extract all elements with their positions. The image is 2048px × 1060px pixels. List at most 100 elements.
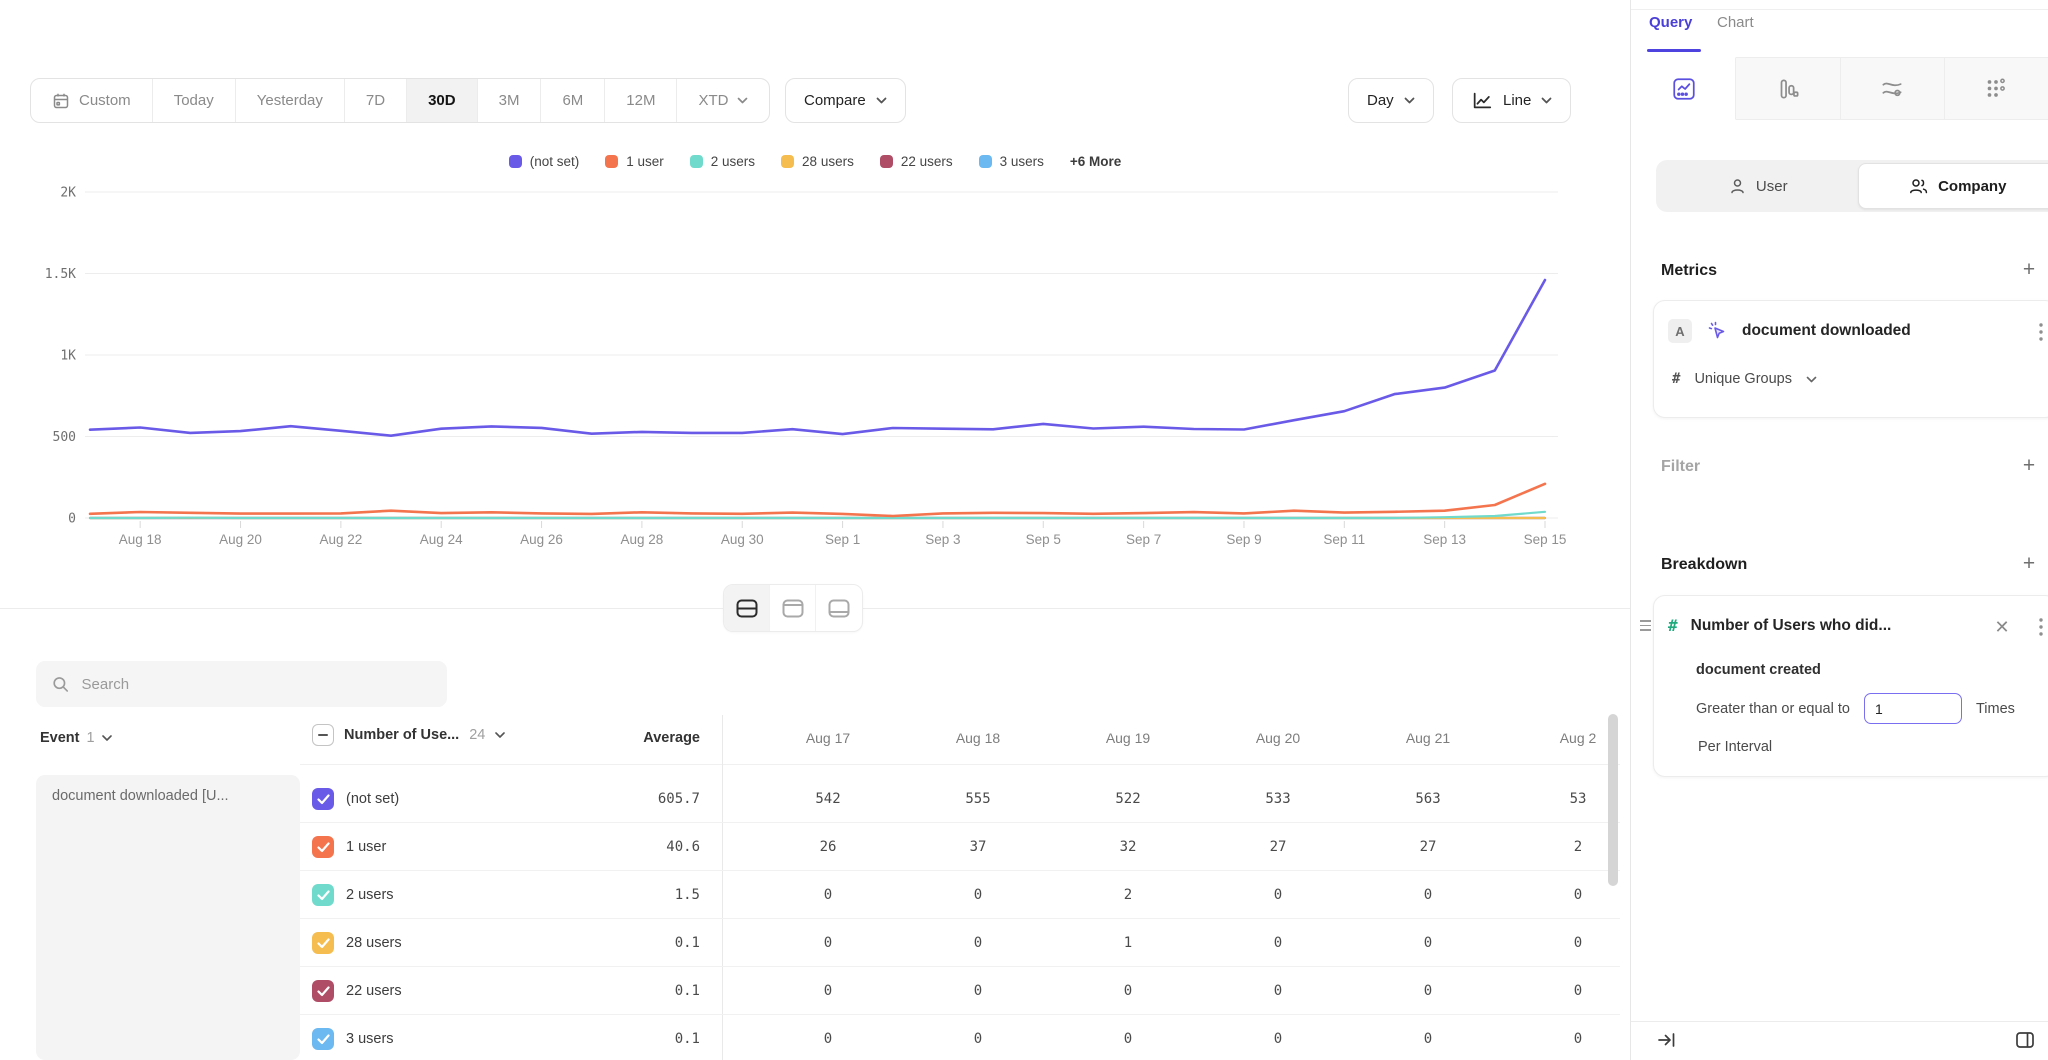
compare-button[interactable]: Compare <box>785 78 906 123</box>
range-label: 30D <box>428 92 456 109</box>
layout-table-only-button[interactable] <box>816 585 862 631</box>
select-all-checkbox[interactable] <box>312 724 334 746</box>
date-column-header[interactable]: Aug 21 <box>1405 730 1451 746</box>
aggregation-selector[interactable]: # Unique Groups <box>1672 371 1817 387</box>
side-panel-icon[interactable] <box>2015 1031 2035 1054</box>
legend-item-4[interactable]: 22 users <box>879 154 953 169</box>
metric-card[interactable]: A document downloaded # Unique Groups <box>1653 300 2048 418</box>
row-checkbox[interactable] <box>312 788 334 810</box>
add-breakdown-button[interactable]: + <box>2022 552 2036 575</box>
svg-text:Sep 7: Sep 7 <box>1126 532 1161 547</box>
range-xtd[interactable]: XTD <box>677 79 769 122</box>
flow-chart-tab[interactable] <box>1840 57 1945 120</box>
legend-item-5[interactable]: 3 users <box>978 154 1044 169</box>
row-checkbox[interactable] <box>312 932 334 954</box>
report-main-area: Custom Today Yesterday 7D 30D 3M 6M 12M XTD Comp… <box>0 78 1630 1060</box>
metrics-heading: Metrics <box>1661 262 1718 279</box>
breakdown-kebab-menu[interactable] <box>2032 616 2048 638</box>
svg-text:Aug 20: Aug 20 <box>219 532 262 547</box>
row-value: 0 <box>1573 983 1583 999</box>
range-label: XTD <box>698 92 729 109</box>
aggregation-symbol: # <box>1672 371 1681 387</box>
grid-dots-tab[interactable] <box>1944 57 2048 120</box>
per-interval-label[interactable]: Per Interval <box>1698 739 1773 755</box>
range-12m[interactable]: 12M <box>605 79 678 122</box>
range-today[interactable]: Today <box>153 79 236 122</box>
breakdown-event-name[interactable]: document created <box>1696 662 1821 678</box>
entity-toggle: User Company <box>1656 160 2048 212</box>
svg-text:Sep 1: Sep 1 <box>825 532 860 547</box>
add-metric-button[interactable]: + <box>2022 258 2036 281</box>
svg-text:Aug 26: Aug 26 <box>520 532 563 547</box>
condition-label[interactable]: Greater than or equal to <box>1696 700 1850 717</box>
range-6m[interactable]: 6M <box>541 79 606 122</box>
interval-dropdown[interactable]: Day <box>1348 78 1434 123</box>
line-chart-icon <box>1473 92 1492 108</box>
close-icon[interactable]: ✕ <box>1994 617 2010 637</box>
range-custom[interactable]: Custom <box>31 79 153 122</box>
layout-chart-only-button[interactable] <box>770 585 816 631</box>
row-value: 555 <box>965 791 991 807</box>
range-label: 12M <box>626 92 656 109</box>
condition-value-input[interactable] <box>1863 693 1962 724</box>
date-column-header[interactable]: Aug 17 <box>805 730 851 746</box>
legend-swatch <box>978 155 992 168</box>
range-yesterday[interactable]: Yesterday <box>236 79 345 122</box>
bar-chart-tab[interactable] <box>1736 57 1841 120</box>
chevron-down-icon[interactable] <box>495 732 506 738</box>
row-value: 0 <box>1423 935 1433 951</box>
metric-kebab-menu[interactable] <box>2032 321 2048 343</box>
user-icon <box>1731 178 1744 193</box>
legend-swatch <box>605 155 619 168</box>
row-checkbox[interactable] <box>312 836 334 858</box>
row-value: 0 <box>1273 983 1283 999</box>
table-scrollbar-thumb[interactable] <box>1608 714 1618 886</box>
entity-company-segment[interactable]: Company <box>1857 163 2048 209</box>
row-separator <box>300 1014 1620 1015</box>
date-column-header[interactable]: Aug 18 <box>955 730 1001 746</box>
legend-item-1[interactable]: 1 user <box>605 154 664 169</box>
event-column-header[interactable]: Event 1 <box>40 730 112 746</box>
legend-swatch <box>689 155 703 168</box>
chevron-down-icon <box>101 735 112 741</box>
bar-chart-icon <box>1780 78 1799 99</box>
row-checkbox[interactable] <box>312 1028 334 1050</box>
date-column-header[interactable]: Aug 20 <box>1255 730 1301 746</box>
date-column-header[interactable]: Aug 19 <box>1105 730 1151 746</box>
table-row: 1 user 40.6 26 37 32 27 27 2 <box>0 823 1630 871</box>
date-column-header[interactable]: Aug 2 <box>1559 730 1597 746</box>
drag-handle-icon[interactable] <box>1640 620 1651 631</box>
metric-row: A document downloaded <box>1668 319 1911 343</box>
average-column-header[interactable]: Average <box>643 730 700 746</box>
row-value: 0 <box>823 983 833 999</box>
layout-split-button[interactable] <box>724 585 770 631</box>
row-checkbox[interactable] <box>312 980 334 1002</box>
tab-chart[interactable]: Chart <box>1717 14 1754 31</box>
entity-user-segment[interactable]: User <box>1659 163 1858 209</box>
tab-query[interactable]: Query <box>1649 14 1693 31</box>
range-30d[interactable]: 30D <box>407 79 478 122</box>
event-name-cell[interactable]: document downloaded [U... <box>36 775 300 1060</box>
range-3m[interactable]: 3M <box>478 79 542 122</box>
company-people-icon <box>1910 178 1928 193</box>
legend-item-3[interactable]: 28 users <box>781 154 854 169</box>
legend-more[interactable]: +6 More <box>1069 154 1122 169</box>
chart-type-dropdown[interactable]: Line <box>1452 78 1572 123</box>
search-input[interactable] <box>81 675 431 693</box>
range-label: Yesterday <box>256 92 323 109</box>
legend-label: 2 users <box>710 154 756 169</box>
row-label: 28 users <box>346 935 402 951</box>
legend-item-0[interactable]: (not set) <box>508 154 579 169</box>
add-filter-button[interactable]: + <box>2022 454 2036 477</box>
row-value: 522 <box>1115 791 1141 807</box>
range-7d[interactable]: 7D <box>345 79 408 122</box>
row-checkbox[interactable] <box>312 884 334 906</box>
breakdown-card[interactable]: # Number of Users who did... ✕ document … <box>1653 595 2048 777</box>
chart-type-label: Line <box>1503 92 1532 109</box>
insights-chart-tab[interactable] <box>1631 57 1737 120</box>
collapse-panel-icon[interactable] <box>1657 1031 1677 1054</box>
row-average: 1.5 <box>674 887 700 903</box>
chevron-down-icon <box>738 97 748 104</box>
legend-item-2[interactable]: 2 users <box>689 154 756 169</box>
